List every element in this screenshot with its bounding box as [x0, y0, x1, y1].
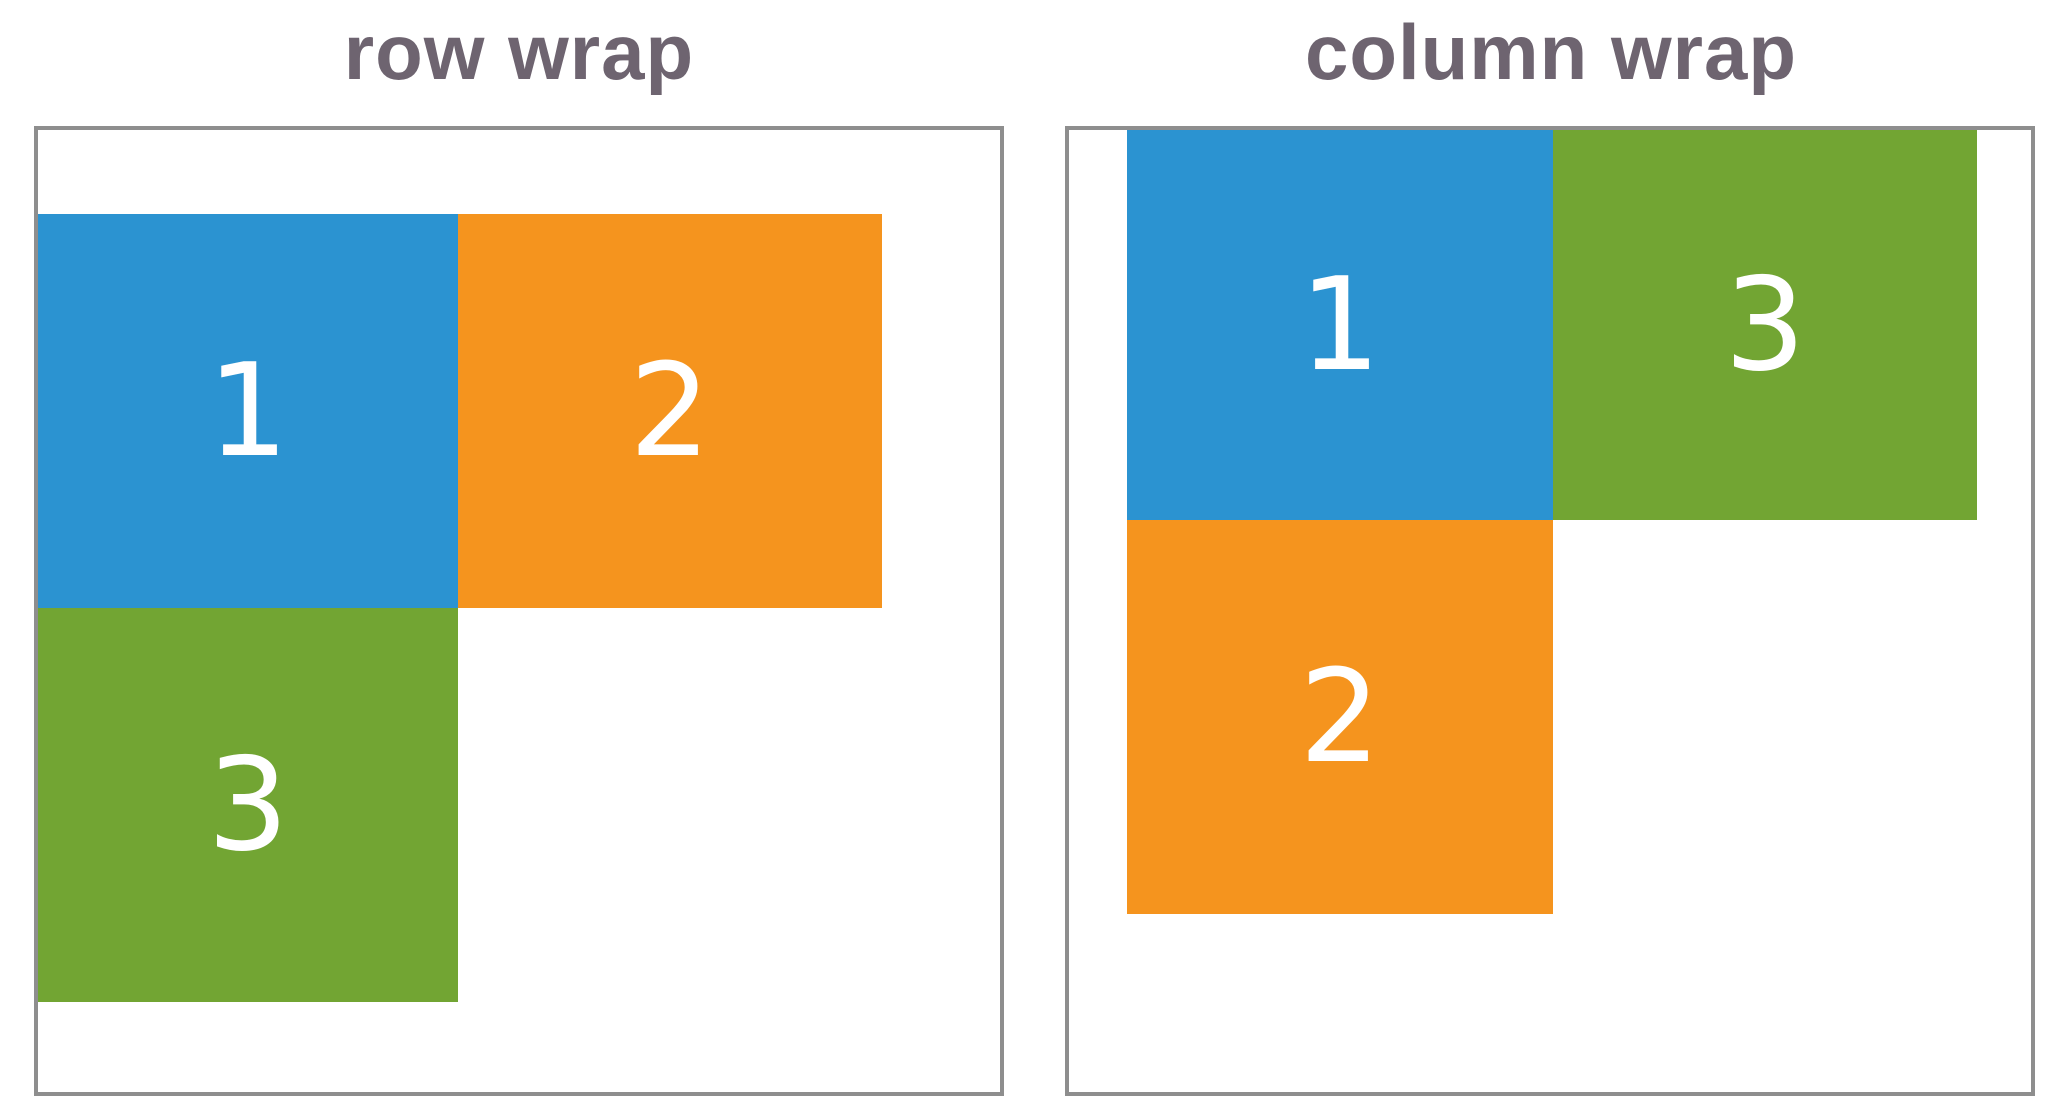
column-wrap-item-2: 2 — [1127, 520, 1553, 914]
column-wrap-item-1: 1 — [1127, 130, 1553, 520]
column-wrap-item-3: 3 — [1553, 130, 1977, 520]
row-wrap-item-3: 3 — [38, 608, 458, 1002]
row-wrap-container: 1 2 3 — [34, 126, 1004, 1096]
row-wrap-item-1: 1 — [38, 214, 458, 608]
column-wrap-container: 1 2 3 — [1065, 126, 2035, 1096]
row-wrap-item-2: 2 — [458, 214, 882, 608]
row-wrap-title: row wrap — [343, 8, 695, 96]
column-wrap-title: column wrap — [1304, 8, 1798, 96]
